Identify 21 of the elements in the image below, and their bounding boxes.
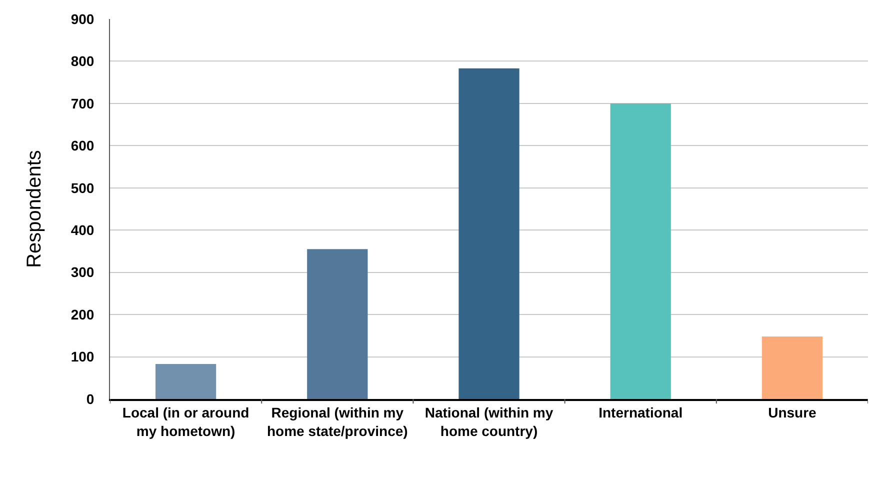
y-tick-label: 200 xyxy=(70,306,94,322)
bar xyxy=(307,249,368,399)
bar xyxy=(155,364,216,399)
x-tick-label: International xyxy=(598,404,683,421)
bar xyxy=(610,103,671,399)
x-tick-label: National (within my home country) xyxy=(424,404,554,439)
y-tick-label: 500 xyxy=(70,180,94,196)
y-tick-label: 900 xyxy=(70,10,94,27)
x-tick-label: Regional (within my home state/province) xyxy=(266,404,408,439)
bar xyxy=(458,68,520,399)
y-axis-title: Respondents xyxy=(23,150,46,268)
y-tick-label: 800 xyxy=(70,53,94,70)
y-tick-label: 400 xyxy=(70,222,94,238)
y-tick-label: 100 xyxy=(70,348,94,365)
y-tick-label: 300 xyxy=(70,264,94,280)
y-tick-label: 700 xyxy=(70,95,94,112)
y-tick-label: 600 xyxy=(70,138,94,154)
bar xyxy=(762,336,823,399)
x-tick-label: Local (in or around my hometown) xyxy=(122,404,250,439)
x-tick-label: Unsure xyxy=(768,404,817,421)
y-tick-label: 0 xyxy=(86,390,94,407)
